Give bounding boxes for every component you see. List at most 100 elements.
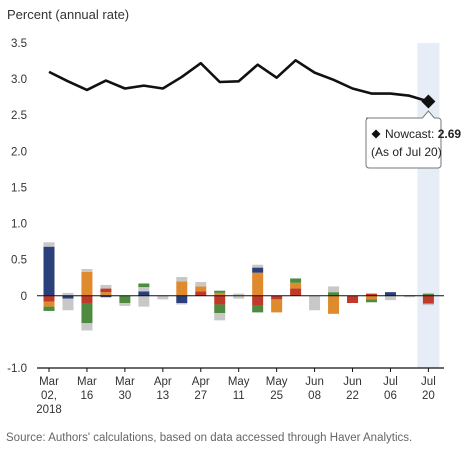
x-tick-label: 30 <box>118 390 131 402</box>
tooltip-diamond-icon <box>371 129 381 139</box>
contribution-bar-segment <box>290 288 302 296</box>
contribution-bar-segment <box>365 293 377 296</box>
x-tick-label: 20 <box>422 390 435 402</box>
contribution-bar-segment <box>252 264 264 268</box>
contribution-bar-segment <box>43 295 55 302</box>
y-tick-label: -1.0 <box>7 363 27 375</box>
contribution-bar-segment <box>214 290 226 293</box>
highlight-layer <box>417 43 440 368</box>
contribution-bar-segment <box>62 298 74 311</box>
contribution-bar-segment <box>403 295 415 298</box>
tooltip-note: (As of Jul 20) <box>371 145 442 159</box>
x-tick-label: 08 <box>308 390 321 402</box>
contribution-bar-segment <box>233 293 245 296</box>
y-tick-label: 0 <box>21 291 27 303</box>
contribution-bar-segment <box>328 295 340 314</box>
contribution-bar-segment <box>328 292 340 296</box>
contribution-bar-segment <box>43 242 55 247</box>
x-tick-label: Apr <box>192 376 210 388</box>
x-tick-label: 13 <box>156 390 169 402</box>
contribution-bar-segment <box>176 295 188 303</box>
x-tick-label: 25 <box>270 390 283 402</box>
x-tick-label: 22 <box>346 390 359 402</box>
contribution-bar-segment <box>252 305 264 313</box>
nowcast-line <box>48 59 429 103</box>
x-tick-label: 27 <box>194 390 207 402</box>
contribution-bars <box>43 242 434 331</box>
x-tick-label: 16 <box>81 390 94 402</box>
contribution-bar-segment <box>195 282 207 287</box>
contribution-bar-segment <box>100 284 112 289</box>
contribution-bar-segment <box>252 267 264 273</box>
y-tick-label: 1.0 <box>11 219 27 231</box>
y-axis: 3.5 3.0 2.5 2.0 1.5 1.0 0.5 0 -1.0 <box>7 38 27 375</box>
y-tick-label: 3.0 <box>11 74 27 86</box>
x-tick-label: Mar <box>115 376 135 388</box>
contribution-bar-segment <box>271 295 283 300</box>
tooltip-label-text: Nowcast: <box>385 127 438 141</box>
latest-period-highlight <box>417 43 440 368</box>
contribution-bar-segment <box>176 277 188 282</box>
x-tick-label: 2018 <box>36 404 62 416</box>
contribution-bar-segment <box>309 295 321 311</box>
contribution-bar-segment <box>214 292 226 296</box>
contribution-bar-segment <box>138 295 150 307</box>
contribution-bar-segment <box>81 303 93 324</box>
contribution-bar-segment <box>422 303 434 306</box>
x-tick-label: Jun <box>343 376 362 388</box>
x-tick-label: 11 <box>233 390 245 402</box>
contribution-bar-segment <box>271 299 283 313</box>
contribution-bar-segment <box>365 299 377 303</box>
x-tick-label: Mar <box>77 376 97 388</box>
y-tick-label: 2.5 <box>11 110 27 122</box>
contribution-bar-segment <box>252 272 264 296</box>
contribution-bar-segment <box>384 292 396 296</box>
y-tick-label: 2.0 <box>11 146 27 158</box>
contribution-bar-segment <box>157 295 169 300</box>
x-tick-label: Jul <box>383 376 398 388</box>
contribution-bar-segment <box>214 304 226 314</box>
x-tick-label: Apr <box>154 376 172 388</box>
contribution-bar-segment <box>81 269 93 272</box>
y-tick-label: 1.5 <box>11 182 27 194</box>
x-tick-label: Jul <box>421 376 436 388</box>
x-tick-label: Jun <box>305 376 324 388</box>
nowcast-line-layer <box>48 59 436 109</box>
source-note: Source: Authors' calculations, based on … <box>6 432 413 444</box>
contribution-bar-segment <box>43 301 55 307</box>
contribution-bar-segment <box>81 295 93 303</box>
contribution-bar-segment <box>195 291 207 296</box>
contribution-bar-segment <box>384 295 396 301</box>
contribution-bar-segment <box>290 278 302 283</box>
contribution-bar-segment <box>138 283 150 288</box>
contribution-bar-segment <box>252 295 264 306</box>
contribution-bar-segment <box>233 295 245 299</box>
contribution-bar-segment <box>214 313 226 321</box>
x-tick-label: 06 <box>384 390 397 402</box>
y-tick-label: 3.5 <box>11 38 27 50</box>
contribution-bar-segment <box>328 286 340 293</box>
tooltip-label: Nowcast: 2.69 <box>385 127 461 141</box>
contribution-bar-segment <box>100 288 112 293</box>
x-tick-label: 02, <box>41 390 57 402</box>
contribution-bar-segment <box>214 295 226 305</box>
x-tick-label: May <box>266 376 288 388</box>
nowcast-tooltip[interactable]: Nowcast: 2.69 (As of Jul 20) <box>365 110 461 169</box>
contribution-bar-segment <box>176 303 188 305</box>
contribution-bar-segment <box>81 271 93 296</box>
x-axis: Mar 02, 2018 Mar 16 Mar 30 Apr 13 Apr 27 May 11 May 25… <box>36 367 444 416</box>
y-tick-label: 0.5 <box>11 255 27 267</box>
contribution-bar-segment <box>81 323 93 331</box>
contribution-bar-segment <box>365 295 377 300</box>
contribution-bar-segment <box>422 295 434 304</box>
nowcast-marker <box>421 94 436 109</box>
contribution-bar-segment <box>176 281 188 296</box>
y-axis-title: Percent (annual rate) <box>7 7 130 22</box>
contribution-bar-segment <box>100 295 112 298</box>
contribution-bar-segment <box>43 246 55 296</box>
contribution-bar-segment <box>119 295 131 303</box>
tooltip-box <box>365 110 442 169</box>
contribution-bar-segment <box>195 286 207 292</box>
contribution-bar-segment <box>100 292 112 296</box>
contribution-bar-segment <box>62 295 74 299</box>
